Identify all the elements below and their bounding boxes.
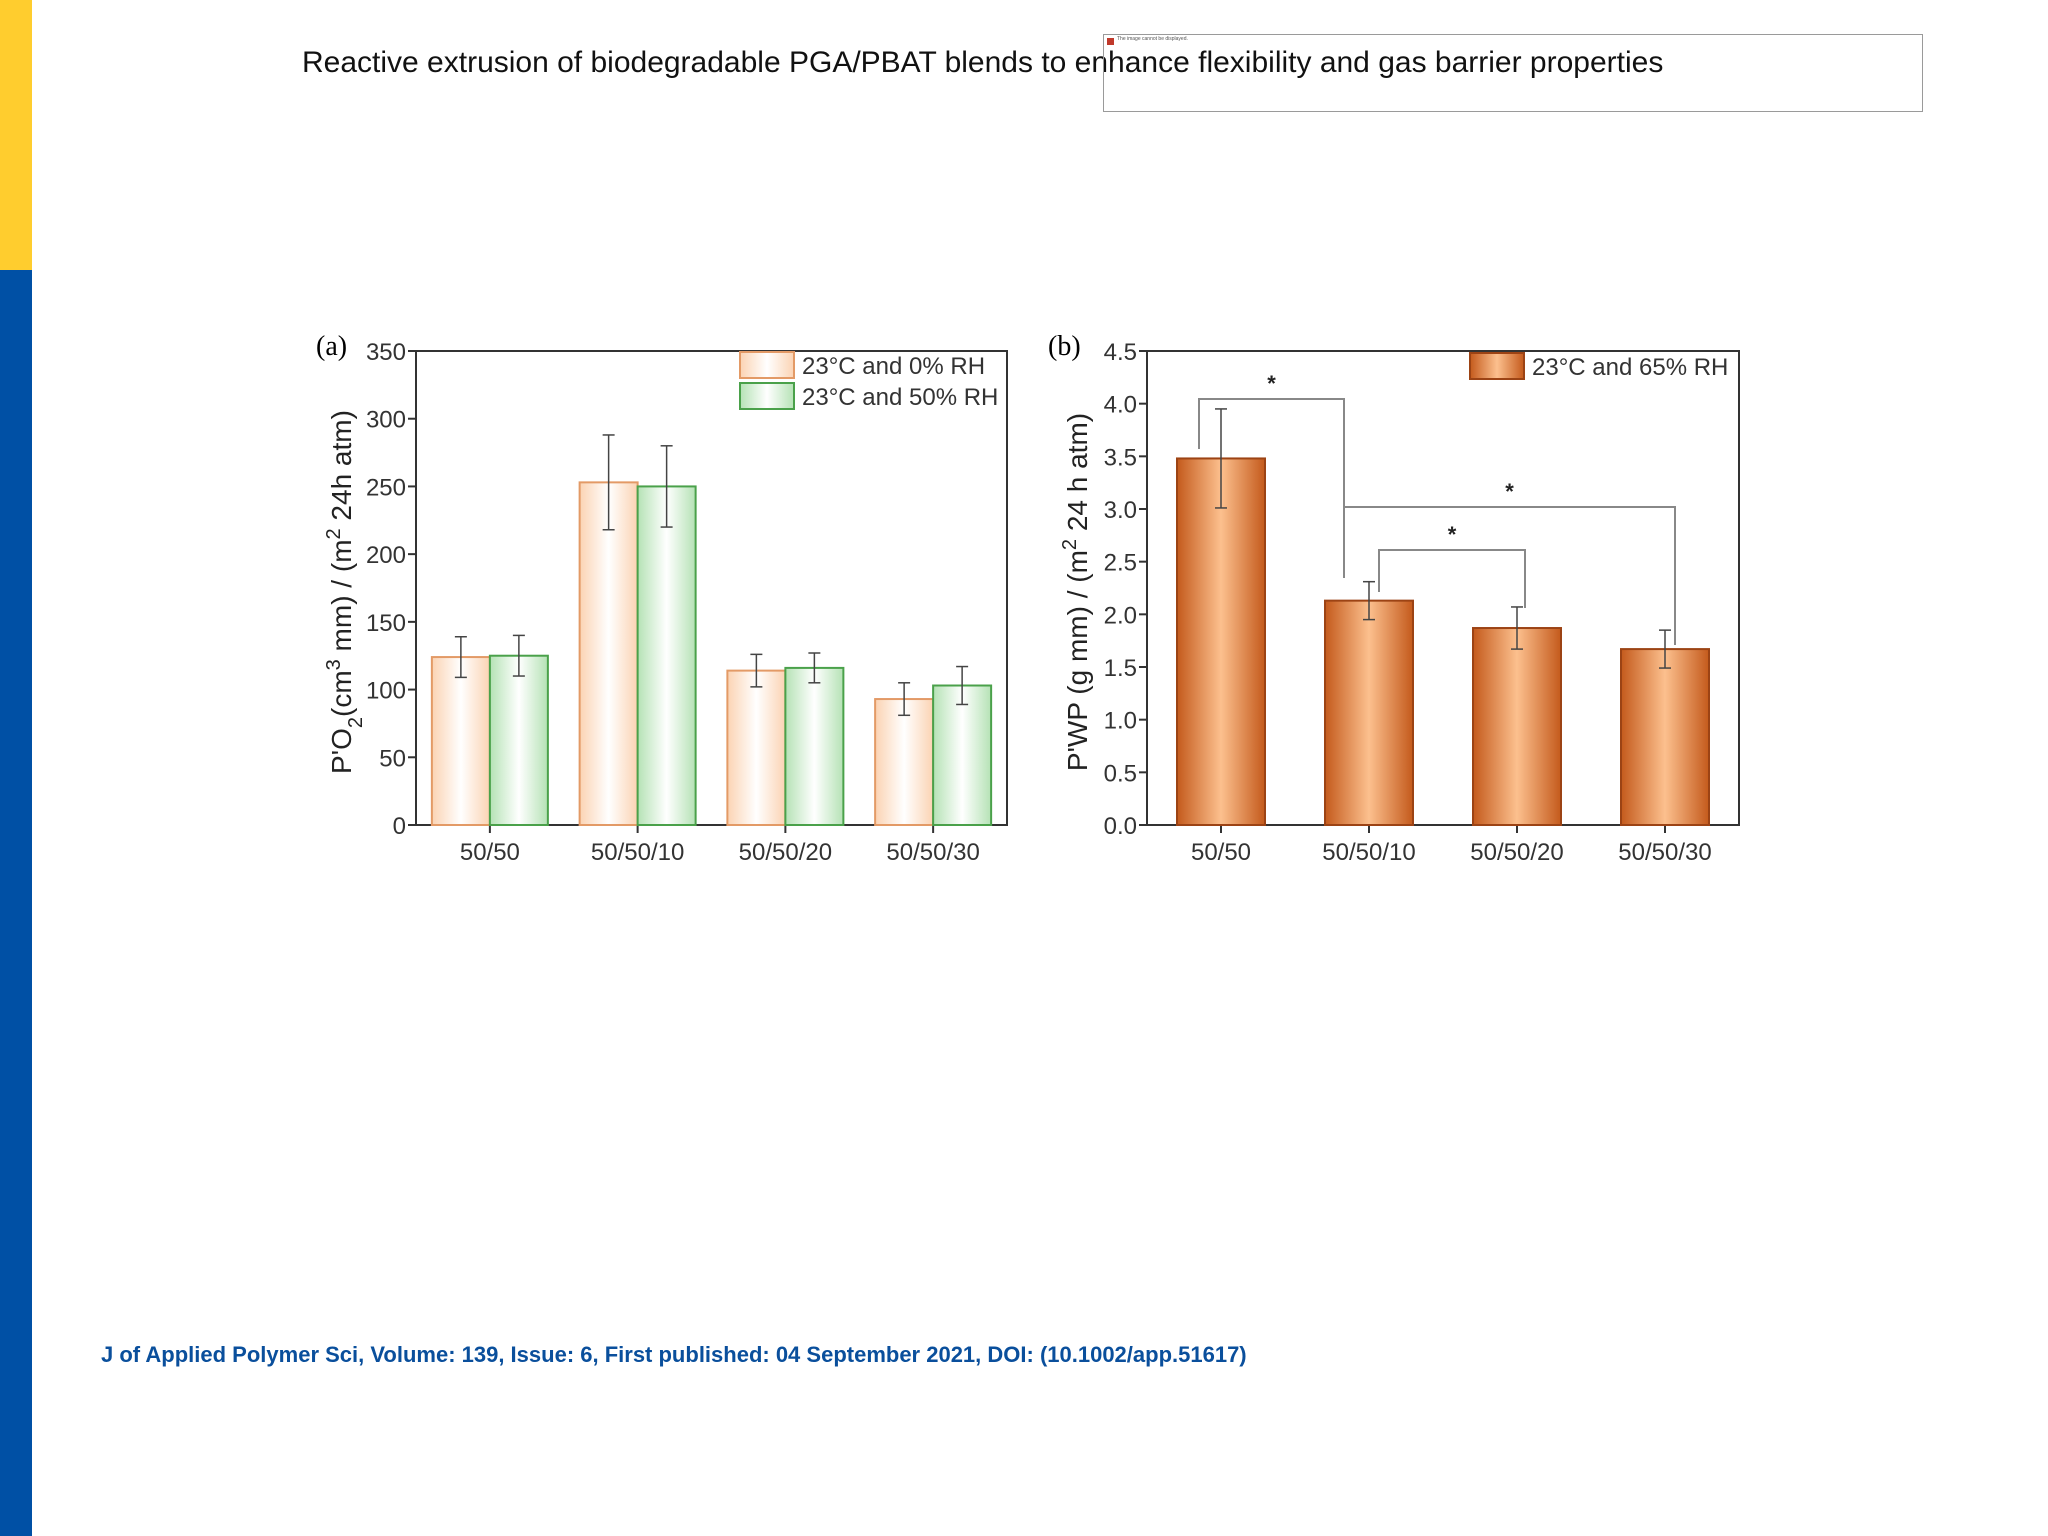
x-tick-label: 50/50/30 <box>1618 839 1711 866</box>
x-tick-label: 50/50/20 <box>739 839 832 866</box>
slide-title: Reactive extrusion of biodegradable PGA/… <box>302 46 1664 79</box>
bar <box>1620 648 1710 826</box>
y-tick-label: 4.0 <box>1104 392 1137 419</box>
y-tick-label: 300 <box>366 407 406 434</box>
y-tick-label: 150 <box>366 610 406 637</box>
bar <box>1472 627 1562 826</box>
y-tick-label: 250 <box>366 474 406 501</box>
plot-frame <box>1146 350 1740 826</box>
legend-swatch <box>1469 352 1525 380</box>
significance-bracket <box>1343 506 1676 645</box>
significance-bracket <box>1378 549 1526 608</box>
bar <box>1176 457 1266 826</box>
y-tick-label: 0.0 <box>1104 813 1137 840</box>
panel-a-label: (a) <box>316 331 347 362</box>
bar <box>874 698 935 827</box>
y-tick-label: 200 <box>366 542 406 569</box>
citation-text: J of Applied Polymer Sci, Volume: 139, I… <box>101 1342 1247 1367</box>
x-tick-label: 50/50/10 <box>591 839 684 866</box>
x-tick-label: 50/50/30 <box>886 839 979 866</box>
legend-label: 23°C and 0% RH <box>802 353 985 380</box>
x-tick-label: 50/50 <box>460 839 520 866</box>
y-tick-label: 4.5 <box>1104 339 1137 366</box>
y-tick-label: 2.0 <box>1104 602 1137 629</box>
bar <box>578 481 639 826</box>
broken-image-placeholder: The image cannot be displayed. <box>1103 34 1923 112</box>
legend-label: 23°C and 65% RH <box>1532 354 1728 381</box>
x-tick-label: 50/50/20 <box>1470 839 1563 866</box>
significance-star: * <box>1505 479 1514 504</box>
plot-frame <box>415 350 1008 826</box>
accent-bar-blue <box>0 270 32 1536</box>
bar <box>932 684 993 826</box>
chart-a: (a) P'O2(cm3 mm) / (m2 24h atm) 0 50 100 15… <box>316 331 1008 866</box>
legend-swatch <box>739 382 795 410</box>
x-tick-label: 50/50/10 <box>1322 839 1415 866</box>
bar <box>488 654 549 827</box>
y-tick-label: 3.5 <box>1104 444 1137 471</box>
x-tick-label: 50/50 <box>1191 839 1251 866</box>
bar <box>636 485 697 826</box>
y-tick-label: 350 <box>366 339 406 366</box>
y-tick-label: 2.5 <box>1104 550 1137 577</box>
significance-star: * <box>1448 522 1457 547</box>
y-tick-label: 50 <box>379 745 406 772</box>
y-tick-label: 0 <box>393 813 406 840</box>
bar <box>784 666 845 826</box>
chart-b: (b) P'WP (g mm) / (m2 24 h atm) 0.0 0.5 1.… <box>1048 331 1740 866</box>
y-tick-label: 1.0 <box>1104 708 1137 735</box>
legend-label: 23°C and 50% RH <box>802 384 998 411</box>
legend-swatch <box>739 351 795 379</box>
y-tick-label: 0.5 <box>1104 760 1137 787</box>
bar <box>1324 599 1414 827</box>
y-tick-label: 1.5 <box>1104 655 1137 682</box>
accent-bar-yellow <box>0 0 32 270</box>
chart-b-y-axis-label: P'WP (g mm) / (m2 24 h atm) <box>1059 413 1093 771</box>
bar <box>430 656 491 826</box>
bar <box>726 669 787 827</box>
y-tick-label: 3.0 <box>1104 497 1137 524</box>
significance-star: * <box>1267 371 1276 396</box>
placeholder-text: The image cannot be displayed. <box>1117 36 1188 42</box>
y-tick-label: 100 <box>366 678 406 705</box>
significance-bracket <box>1198 398 1345 578</box>
panel-b-label: (b) <box>1048 331 1081 362</box>
broken-image-icon <box>1107 38 1114 45</box>
chart-a-y-axis-label: P'O2(cm3 mm) / (m2 24h atm) <box>323 410 367 774</box>
